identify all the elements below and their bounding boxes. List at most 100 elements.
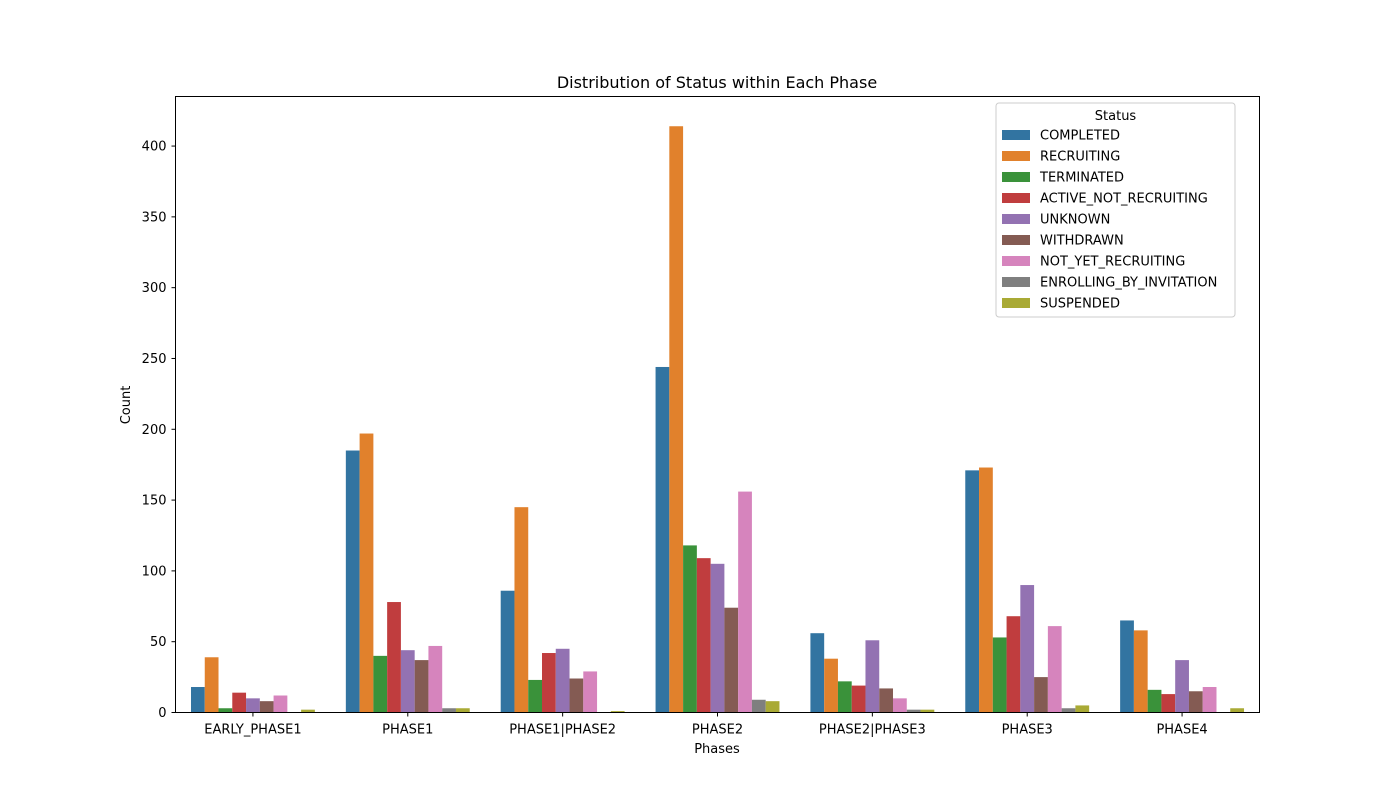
- x-axis: EARLY_PHASE1 PHASE1 PHASE1|PHASE2 PHASE2 PHA…: [204, 712, 1208, 738]
- legend-swatch: [1002, 151, 1030, 161]
- bar: [373, 655, 388, 713]
- bar: [837, 681, 852, 713]
- x-tick-label: PHASE2: [692, 723, 743, 738]
- bar: [1230, 708, 1245, 713]
- legend-title: Status: [1095, 109, 1137, 124]
- legend-swatch: [1002, 193, 1030, 203]
- bar: [1047, 626, 1062, 713]
- bar: [1061, 708, 1076, 713]
- bar: [387, 602, 401, 713]
- bar: [1188, 691, 1203, 713]
- legend-swatch: [1002, 130, 1030, 140]
- bar: [1161, 694, 1176, 713]
- bar: [1133, 630, 1148, 713]
- bar: [851, 685, 866, 713]
- x-tick-label: PHASE1|PHASE2: [509, 723, 616, 738]
- bar: [569, 678, 584, 713]
- x-tick-label: PHASE2|PHASE3: [819, 723, 926, 738]
- bar: [979, 467, 993, 713]
- y-tick-label: 300: [142, 281, 167, 296]
- y-tick-label: 200: [142, 423, 167, 438]
- chart-title: Distribution of Status within Each Phase: [557, 73, 877, 92]
- bar: [965, 470, 980, 713]
- bar: [204, 657, 219, 713]
- bar: [992, 637, 1007, 713]
- legend: Status COMPLETED RECRUITING TERMINATED ACTI…: [995, 102, 1236, 318]
- bar: [273, 695, 288, 713]
- legend-entry: COMPLETED: [1040, 129, 1120, 144]
- legend-swatch: [1002, 235, 1030, 245]
- bar: [810, 633, 825, 713]
- y-axis: 0 50 100 150 200 250 300 350 400: [142, 140, 176, 721]
- bar: [765, 701, 780, 713]
- bar: [655, 366, 670, 713]
- bar: [893, 698, 907, 713]
- bar: [696, 558, 711, 713]
- legend-entry: ACTIVE_NOT_RECRUITING: [1040, 192, 1208, 207]
- bar: [555, 648, 570, 713]
- legend-entry: SUSPENDED: [1040, 297, 1120, 312]
- bar: [683, 545, 697, 713]
- bar: [724, 607, 739, 713]
- bar: [455, 708, 470, 713]
- x-tick-label: PHASE3: [1002, 723, 1053, 738]
- bar: [1034, 677, 1048, 713]
- y-tick-label: 250: [142, 352, 167, 367]
- x-tick-label: PHASE4: [1156, 723, 1207, 738]
- legend-entry: NOT_YET_RECRUITING: [1040, 255, 1185, 270]
- legend-entry: TERMINATED: [1039, 171, 1124, 186]
- bar: [1147, 689, 1162, 713]
- bar: [1006, 616, 1021, 713]
- x-axis-label: Phases: [694, 742, 740, 757]
- bar: [1120, 620, 1134, 713]
- bar: [218, 708, 233, 713]
- bar: [824, 658, 838, 713]
- legend-swatch: [1002, 214, 1030, 224]
- bar: [190, 687, 205, 713]
- bar: [920, 709, 935, 713]
- legend-box: [995, 102, 1236, 318]
- bar: [1075, 705, 1090, 713]
- bar: [1202, 687, 1217, 713]
- bar: [400, 650, 415, 713]
- bar: [1175, 660, 1189, 713]
- bar: [232, 692, 247, 713]
- bar: [514, 507, 529, 713]
- legend-entry: UNKNOWN: [1040, 213, 1110, 228]
- bar: [542, 653, 556, 713]
- y-tick-label: 400: [142, 140, 167, 155]
- bar: [583, 671, 598, 713]
- bar: [669, 126, 684, 713]
- x-tick-label: PHASE1: [382, 723, 433, 738]
- bar: [528, 679, 542, 713]
- legend-entry: RECRUITING: [1040, 150, 1120, 165]
- bar: [751, 699, 766, 713]
- bar: [879, 688, 894, 713]
- y-axis-label: Count: [119, 386, 134, 425]
- legend-swatch: [1002, 172, 1030, 182]
- bar: [246, 698, 260, 713]
- x-tick-label: EARLY_PHASE1: [204, 723, 301, 738]
- bars-group: [190, 126, 1245, 713]
- y-tick-label: 0: [158, 706, 166, 721]
- bar: [414, 660, 429, 713]
- legend-swatch: [1002, 298, 1030, 308]
- legend-swatch: [1002, 277, 1030, 287]
- bar: [345, 450, 360, 713]
- y-tick-label: 100: [142, 564, 167, 579]
- bar: [259, 701, 274, 713]
- bar: [610, 711, 625, 713]
- bar: [865, 640, 880, 713]
- bar: [442, 708, 456, 713]
- y-tick-label: 150: [142, 494, 167, 509]
- bar: [500, 590, 515, 713]
- y-tick-label: 50: [150, 635, 167, 650]
- legend-entry: ENROLLING_BY_INVITATION: [1040, 276, 1217, 291]
- bar: [301, 709, 315, 713]
- legend-entry: WITHDRAWN: [1040, 234, 1124, 249]
- legend-swatch: [1002, 256, 1030, 266]
- y-tick-label: 350: [142, 210, 167, 225]
- bar: [738, 491, 752, 713]
- bar: [359, 433, 374, 713]
